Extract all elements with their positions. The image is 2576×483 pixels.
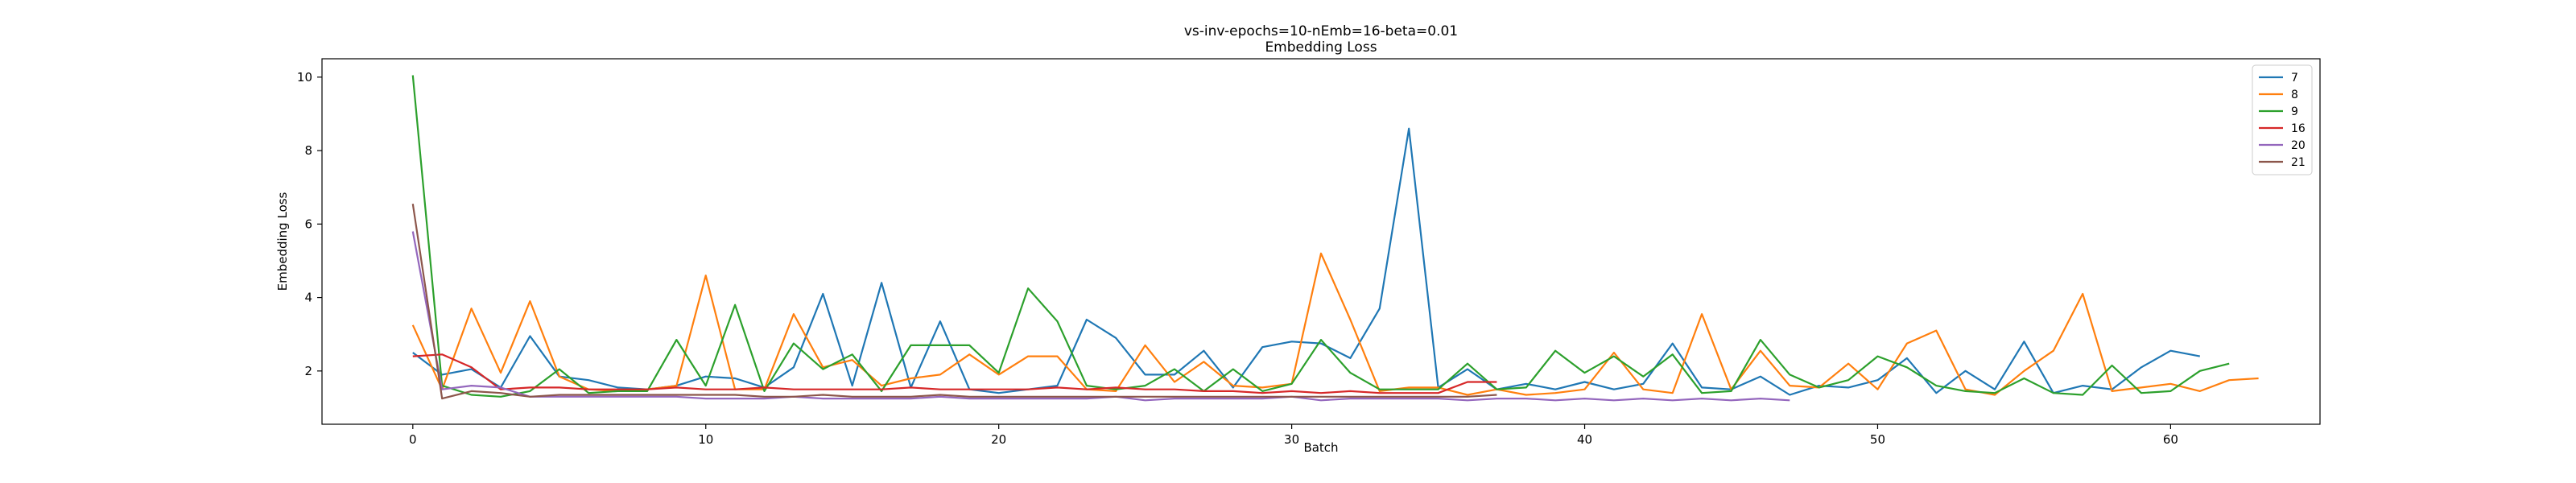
series-line-16 [412,353,1497,394]
x-tick-label: 20 [991,432,1006,447]
y-tick-label: 8 [304,143,312,158]
chart-subtitle: Embedding Loss [1265,39,1377,56]
legend-label: 7 [2291,72,2298,85]
x-tick-label: 40 [1577,432,1592,447]
y-tick-label: 4 [304,291,312,305]
plot-area [321,58,2321,425]
legend-label: 20 [2291,139,2306,152]
series-layer [411,75,2259,402]
series-line-21 [411,204,1497,400]
y-tick-label: 10 [297,70,312,85]
x-tick-label: 10 [698,432,713,447]
x-axis-label: Batch [1303,440,1338,455]
legend-box [2252,64,2313,175]
y-axis: 2 4 6 8 10 [297,70,322,378]
y-axis-label: Embedding Loss [275,192,290,291]
x-tick-label: 50 [1870,432,1885,447]
x-tick-label: 30 [1284,432,1299,447]
series-line-7 [412,127,2201,396]
legend-label: 9 [2291,105,2298,118]
y-tick-label: 2 [304,364,312,378]
legend-label: 16 [2291,122,2306,135]
series-line-20 [411,231,1790,402]
series-line-9 [411,75,2230,398]
chart-title: vs-inv-epochs=10-nEmb=16-beta=0.01 [1184,23,1458,39]
legend-label: 8 [2291,89,2298,101]
x-tick-label: 0 [409,432,417,447]
legend: 7 8 9 16 20 21 [2252,64,2313,175]
series-line-8 [411,252,2259,396]
y-tick-label: 6 [304,217,312,231]
x-tick-label: 60 [2163,432,2178,447]
x-axis: 0 10 20 30 40 50 60 [409,424,2178,447]
legend-label: 21 [2291,156,2306,169]
